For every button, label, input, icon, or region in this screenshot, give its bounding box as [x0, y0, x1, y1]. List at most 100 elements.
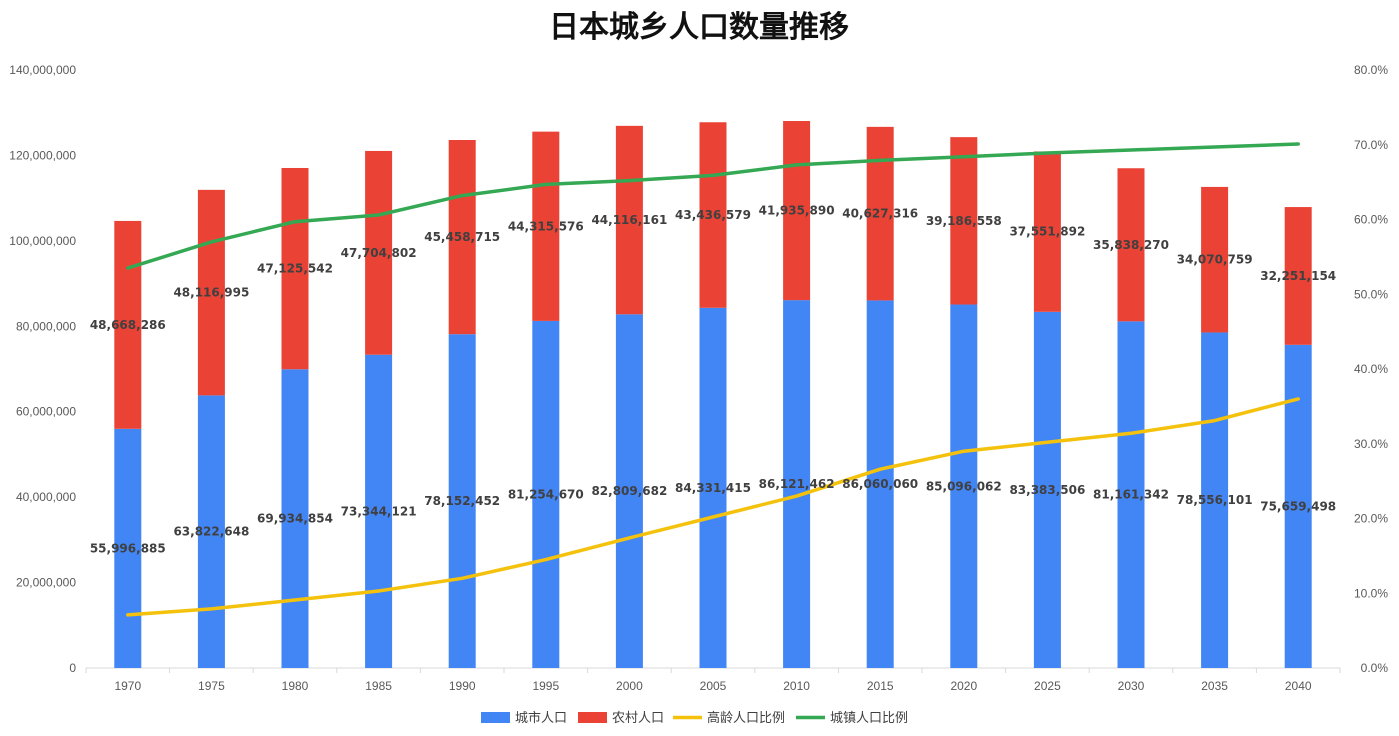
data-label-rural: 48,668,286 [90, 318, 166, 332]
bar-rural [783, 121, 811, 301]
x-tick-label: 1975 [198, 679, 225, 693]
legend[interactable]: 城市人口 农村人口 高龄人口比例 城镇人口比例 [481, 710, 908, 726]
bar-rural [448, 140, 476, 335]
y-right-tick-label: 60.0% [1354, 213, 1388, 227]
data-label-rural: 35,838,270 [1093, 238, 1169, 252]
bar-urban [281, 369, 309, 668]
y-left-tick-label: 0 [69, 661, 76, 675]
bar-urban [532, 320, 560, 668]
bar-urban [1117, 321, 1145, 668]
data-label-urban: 78,556,101 [1177, 493, 1253, 507]
x-tick-label: 2030 [1118, 679, 1145, 693]
x-tick-label: 2010 [783, 679, 810, 693]
legend-swatch [481, 712, 510, 723]
data-label-urban: 84,331,415 [675, 481, 751, 495]
data-label-rural: 44,315,576 [508, 219, 584, 233]
data-label-rural: 32,251,154 [1260, 269, 1336, 283]
y-left-tick-label: 60,000,000 [16, 405, 76, 419]
bar-rural [615, 125, 643, 315]
legend-label: 城镇人口比例 [830, 711, 908, 726]
bar-urban [866, 300, 894, 668]
y-right-tick-label: 70.0% [1354, 138, 1388, 152]
bar-urban [699, 307, 727, 668]
x-tick-label: 2015 [867, 679, 894, 693]
y-left-tick-label: 100,000,000 [9, 234, 76, 248]
y-right-tick-label: 20.0% [1354, 512, 1388, 526]
data-label-urban: 81,161,342 [1093, 488, 1169, 502]
line-urban-ratio [126, 142, 1300, 270]
x-tick-label: 2005 [700, 679, 727, 693]
y-right-tick-label: 30.0% [1354, 437, 1388, 451]
legend-label: 农村人口 [612, 711, 664, 726]
x-tick-label: 2020 [950, 679, 977, 693]
bar-urban [114, 428, 142, 668]
data-label-rural: 48,116,995 [173, 286, 249, 300]
left-axis: 0 20,000,000 40,000,000 60,000,000 80,000,00… [9, 63, 76, 675]
data-label-rural: 37,551,892 [1009, 225, 1085, 239]
data-label-urban: 81,254,670 [508, 487, 584, 501]
bar-rural [365, 150, 393, 355]
data-labels: 55,996,885 48,668,286 63,822,648 48,116,995… [90, 204, 1336, 556]
data-label-rural: 45,458,715 [424, 230, 500, 244]
line-series [126, 142, 1300, 617]
bar-series [114, 121, 1312, 668]
bar-rural [1033, 151, 1061, 312]
x-tick-label: 1995 [532, 679, 559, 693]
legend-item[interactable]: 城市人口 [481, 710, 567, 726]
bar-urban [1201, 332, 1229, 668]
data-label-rural: 43,436,579 [675, 208, 751, 222]
y-left-tick-label: 120,000,000 [9, 148, 76, 162]
data-label-urban: 63,822,648 [173, 525, 249, 539]
x-tick-label: 1980 [282, 679, 309, 693]
y-left-tick-label: 40,000,000 [16, 490, 76, 504]
legend-item[interactable]: 农村人口 [578, 711, 664, 726]
data-label-urban: 78,152,452 [424, 494, 500, 508]
data-label-urban: 75,659,498 [1260, 499, 1336, 513]
bar-urban [197, 395, 225, 668]
data-label-urban: 69,934,854 [257, 512, 333, 526]
y-left-tick-label: 20,000,000 [16, 576, 76, 590]
data-label-rural: 47,125,542 [257, 262, 333, 276]
data-label-urban: 82,809,682 [591, 484, 667, 498]
y-left-tick-label: 80,000,000 [16, 319, 76, 333]
bar-rural [1201, 186, 1229, 333]
y-right-tick-label: 80.0% [1354, 63, 1388, 77]
y-right-tick-label: 40.0% [1354, 362, 1388, 376]
data-label-urban: 86,060,060 [842, 477, 918, 491]
legend-item[interactable]: 城镇人口比例 [796, 711, 908, 726]
bar-urban [1033, 311, 1061, 668]
bar-rural [281, 167, 309, 370]
bar-urban [950, 304, 978, 668]
x-tick-label: 1985 [365, 679, 392, 693]
x-tick-label: 1990 [449, 679, 476, 693]
data-label-rural: 40,627,316 [842, 207, 918, 221]
legend-swatch [578, 712, 607, 723]
data-label-urban: 73,344,121 [341, 504, 417, 518]
bar-rural [197, 189, 225, 396]
legend-label: 城市人口 [515, 710, 567, 726]
bar-urban [448, 334, 476, 668]
bar-rural [1117, 168, 1145, 322]
bar-rural [950, 137, 978, 305]
bar-rural [866, 126, 894, 301]
bar-urban [783, 300, 811, 668]
line-aging-ratio [126, 397, 1300, 617]
bar-rural [532, 131, 560, 321]
y-right-tick-label: 0.0% [1361, 661, 1389, 675]
data-label-urban: 86,121,462 [759, 477, 835, 491]
bar-rural [114, 220, 142, 429]
y-right-tick-label: 10.0% [1354, 586, 1388, 600]
bar-urban [615, 314, 643, 668]
y-left-tick-label: 140,000,000 [9, 63, 76, 77]
data-label-rural: 41,935,890 [759, 204, 835, 218]
legend-item[interactable]: 高龄人口比例 [673, 710, 785, 726]
x-tick-label: 2000 [616, 679, 643, 693]
bar-urban [365, 354, 393, 668]
bar-rural [1284, 207, 1312, 345]
x-tick-label: 2025 [1034, 679, 1061, 693]
data-label-urban: 85,096,062 [926, 479, 1002, 493]
data-label-rural: 44,116,161 [591, 213, 667, 227]
chart-title: 日本城乡人口数量推移 [549, 10, 849, 45]
data-label-rural: 47,704,802 [341, 246, 417, 260]
data-label-rural: 39,186,558 [926, 214, 1002, 228]
